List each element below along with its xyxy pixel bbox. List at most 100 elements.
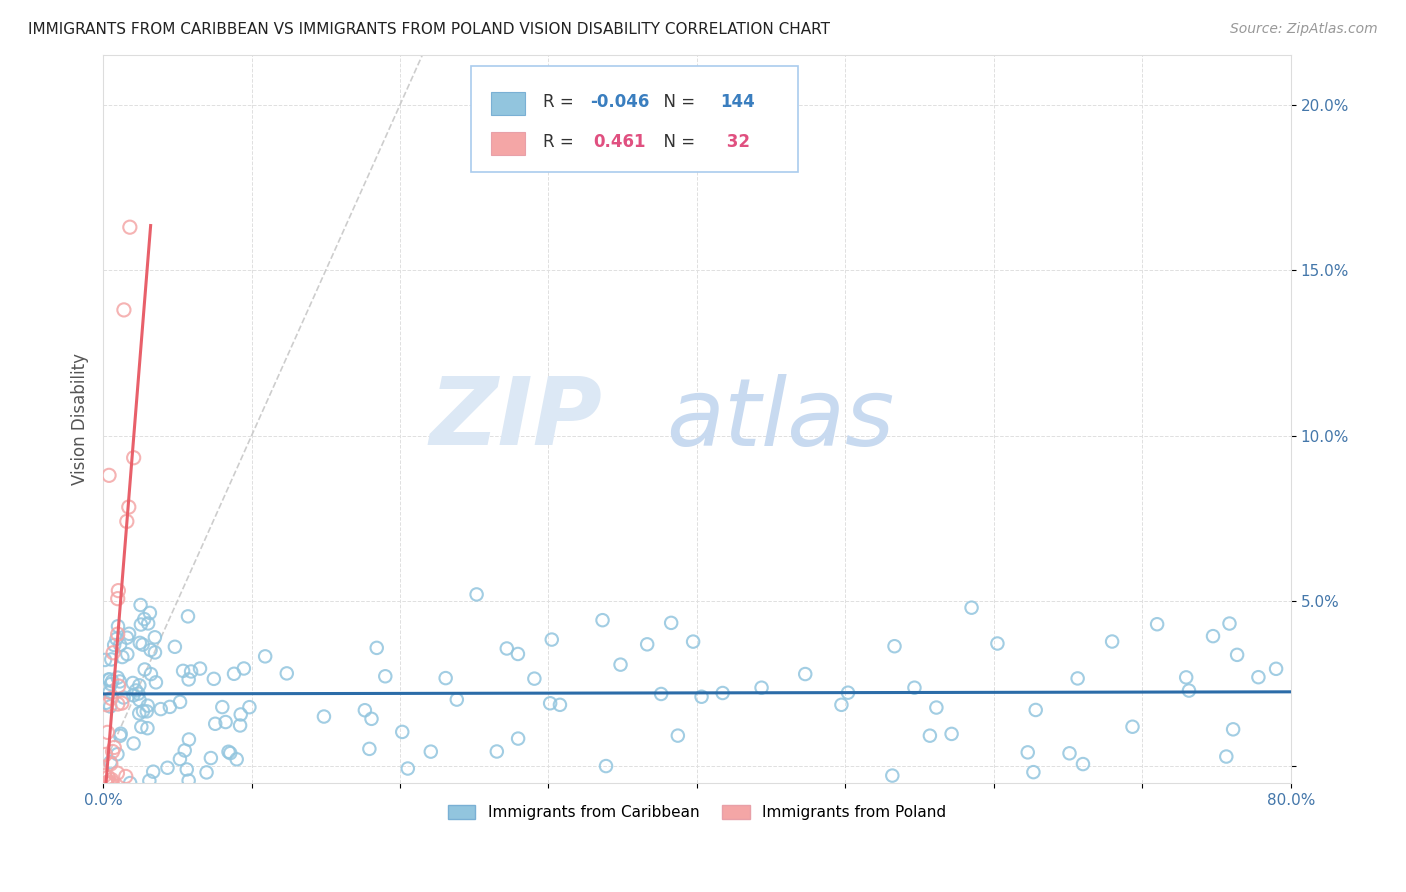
Point bbox=[211, 700, 233, 714]
Point bbox=[1247, 670, 1270, 684]
Legend: Immigrants from Caribbean, Immigrants from Poland: Immigrants from Caribbean, Immigrants fr… bbox=[441, 799, 952, 826]
Point bbox=[94, 696, 117, 710]
Point bbox=[359, 742, 381, 756]
Point bbox=[830, 698, 852, 712]
Point bbox=[506, 647, 529, 661]
Point bbox=[128, 693, 150, 707]
Point bbox=[609, 657, 631, 672]
Point bbox=[134, 612, 156, 626]
FancyBboxPatch shape bbox=[492, 131, 524, 155]
Point bbox=[1066, 672, 1088, 686]
Text: N =: N = bbox=[652, 134, 700, 152]
Point bbox=[118, 220, 141, 235]
Point bbox=[495, 641, 517, 656]
Point bbox=[101, 674, 124, 689]
Point bbox=[1017, 745, 1039, 759]
Point bbox=[98, 685, 121, 699]
Point bbox=[122, 736, 145, 750]
Point bbox=[131, 720, 153, 734]
Point bbox=[100, 677, 122, 691]
Point bbox=[107, 697, 129, 711]
Point bbox=[110, 727, 132, 741]
Point bbox=[794, 667, 817, 681]
Point bbox=[659, 615, 682, 630]
Point bbox=[960, 600, 983, 615]
Point bbox=[117, 647, 139, 661]
Point bbox=[103, 638, 125, 652]
Point bbox=[112, 302, 135, 317]
Point bbox=[204, 716, 226, 731]
Point bbox=[149, 702, 172, 716]
Text: -0.046: -0.046 bbox=[591, 94, 650, 112]
Point bbox=[139, 643, 162, 657]
Point bbox=[1121, 720, 1143, 734]
Point bbox=[366, 640, 388, 655]
Point bbox=[177, 773, 200, 788]
Point bbox=[111, 696, 134, 710]
Point bbox=[120, 776, 142, 790]
Point bbox=[903, 681, 925, 695]
Point bbox=[200, 751, 222, 765]
Point bbox=[156, 761, 179, 775]
Point bbox=[202, 672, 225, 686]
Point bbox=[107, 679, 129, 693]
Point bbox=[136, 721, 159, 735]
Point bbox=[188, 662, 211, 676]
Point bbox=[101, 775, 124, 789]
Point bbox=[354, 703, 377, 717]
Point bbox=[1059, 747, 1081, 761]
Point bbox=[107, 591, 129, 606]
Point bbox=[115, 515, 138, 529]
Point bbox=[1178, 683, 1201, 698]
Point bbox=[122, 689, 145, 703]
Point bbox=[1101, 634, 1123, 648]
Point bbox=[1175, 670, 1198, 684]
Text: 144: 144 bbox=[721, 94, 755, 112]
Text: IMMIGRANTS FROM CARIBBEAN VS IMMIGRANTS FROM POLAND VISION DISABILITY CORRELATIO: IMMIGRANTS FROM CARIBBEAN VS IMMIGRANTS … bbox=[28, 22, 830, 37]
Point bbox=[225, 752, 247, 766]
Point bbox=[118, 500, 141, 514]
Point bbox=[100, 756, 122, 771]
Point bbox=[548, 698, 571, 712]
Point bbox=[523, 672, 546, 686]
Point bbox=[97, 673, 120, 687]
Point bbox=[125, 683, 148, 698]
Point bbox=[100, 652, 122, 666]
Text: R =: R = bbox=[543, 94, 578, 112]
Point bbox=[229, 718, 252, 732]
Point bbox=[107, 747, 129, 762]
Point bbox=[107, 583, 129, 598]
Point bbox=[143, 630, 166, 644]
Point bbox=[103, 740, 125, 755]
Y-axis label: Vision Disability: Vision Disability bbox=[72, 353, 89, 485]
Point bbox=[105, 632, 128, 646]
Point bbox=[134, 663, 156, 677]
Point bbox=[100, 691, 122, 706]
Point bbox=[108, 674, 131, 689]
Point bbox=[176, 763, 198, 777]
Point bbox=[232, 661, 254, 675]
Point bbox=[592, 613, 614, 627]
Point bbox=[229, 707, 252, 722]
Point bbox=[1202, 629, 1225, 643]
Point bbox=[636, 637, 658, 651]
Point bbox=[485, 744, 508, 758]
Point bbox=[98, 673, 121, 687]
Point bbox=[219, 746, 242, 760]
Point bbox=[143, 645, 166, 659]
Point bbox=[711, 686, 734, 700]
Point bbox=[112, 690, 135, 705]
Point bbox=[132, 704, 155, 718]
Point bbox=[666, 729, 689, 743]
Point bbox=[94, 776, 117, 790]
Point bbox=[254, 649, 277, 664]
Point bbox=[195, 765, 218, 780]
Point bbox=[94, 747, 117, 762]
Point bbox=[129, 598, 152, 612]
Point bbox=[128, 706, 150, 721]
Point bbox=[94, 776, 117, 790]
Point bbox=[128, 678, 150, 692]
Point bbox=[918, 729, 941, 743]
Point bbox=[434, 671, 457, 685]
Point bbox=[169, 752, 191, 766]
